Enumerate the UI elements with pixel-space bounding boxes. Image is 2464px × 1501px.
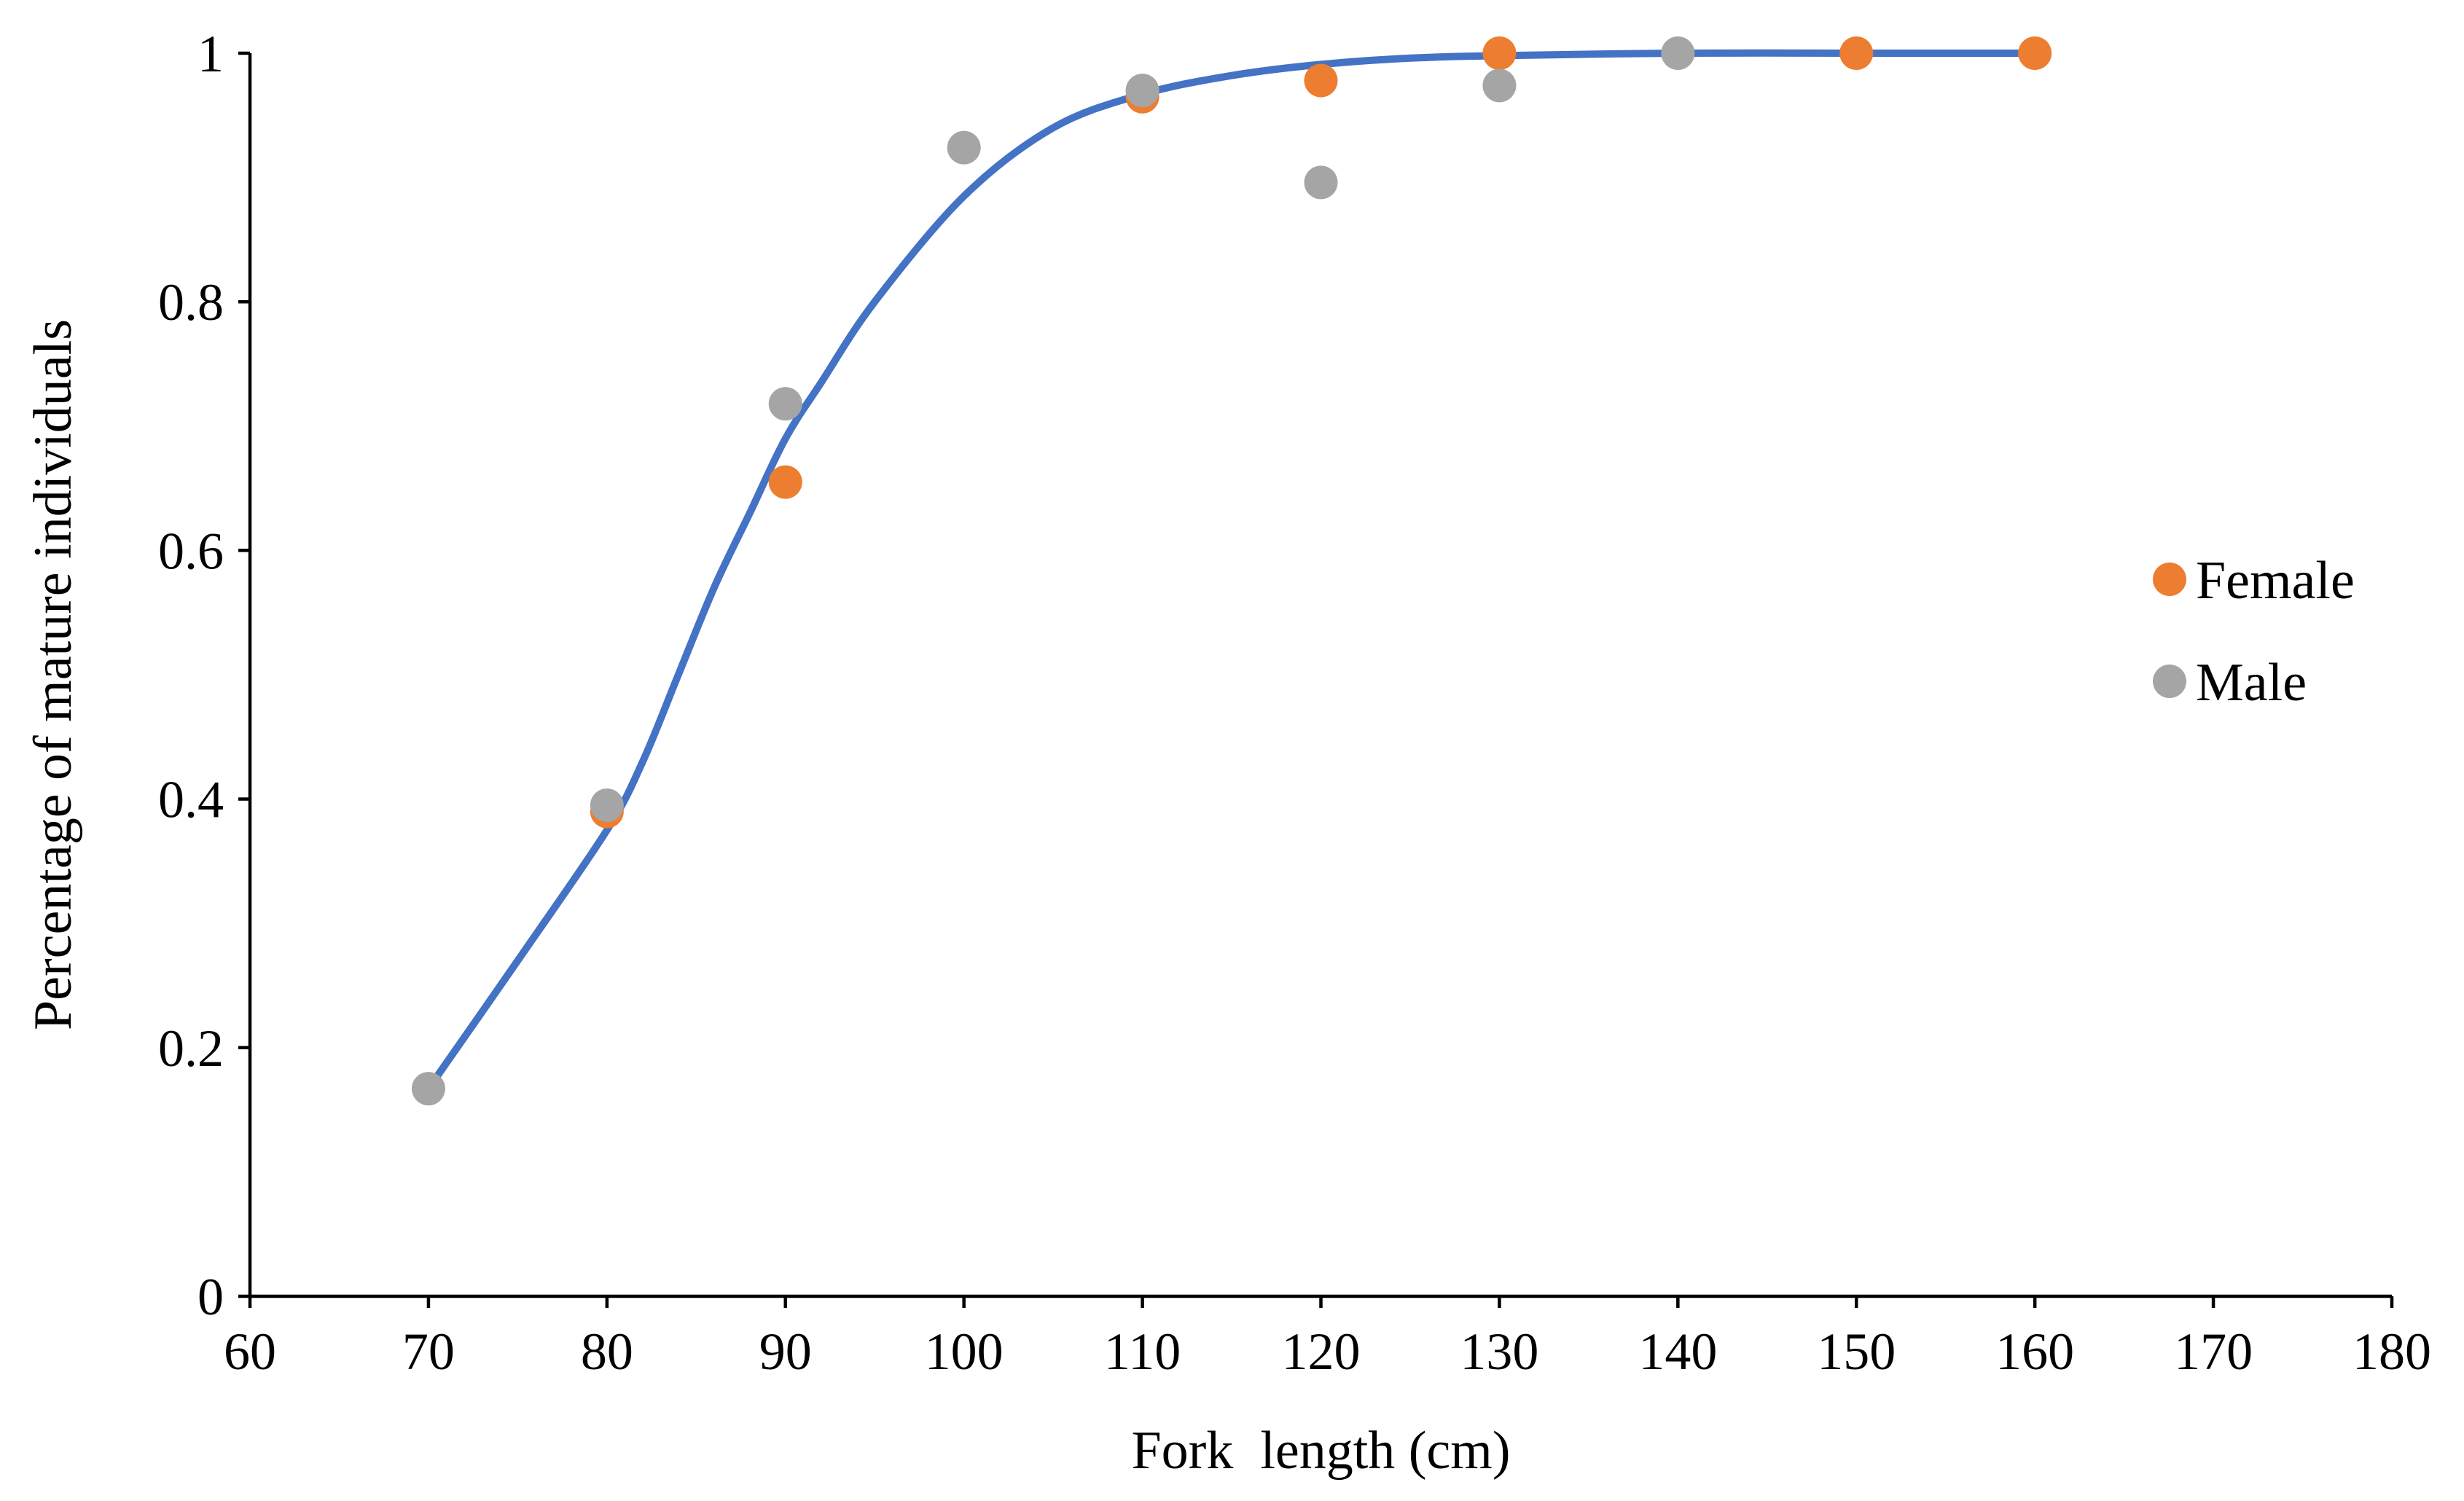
x-tick-label: 130 [1460,1322,1538,1381]
x-tick-label: 180 [2352,1322,2431,1381]
y-tick-label: 0.4 [158,771,224,829]
male-point [1125,74,1159,108]
x-tick-label: 110 [1104,1322,1181,1381]
y-tick-label: 1 [197,25,224,83]
male-point [768,387,802,421]
legend: Female Male [2153,551,2355,713]
y-axis-label: Percentage of mature individuals [23,319,83,1030]
male-point [1304,165,1338,200]
male-point [1661,36,1695,70]
data-points [411,36,2052,1106]
y-tick-label: 0.6 [158,522,224,580]
male-point [411,1072,445,1106]
x-tick-label: 100 [925,1322,1004,1381]
x-axis-label: Fork length (cm) [1132,1421,1511,1481]
x-tick-label: 120 [1282,1322,1361,1381]
female-point [768,465,802,499]
x-tick-label: 90 [759,1322,812,1381]
legend-marker-female [2153,563,2186,596]
female-point [1839,36,1874,70]
male-point [1482,68,1517,103]
y-ticks: 0 0.2 0.4 0.6 0.8 1 [158,25,250,1326]
female-point [2018,36,2052,70]
x-tick-label: 160 [1995,1322,2074,1381]
male-point [590,788,624,823]
x-tick-label: 60 [224,1322,276,1381]
male-point [947,130,981,165]
y-tick-label: 0.8 [158,273,224,332]
x-tick-label: 140 [1638,1322,1717,1381]
x-ticks: 60 70 80 90 100 110 120 130 140 150 160 170 180 [224,1296,2431,1381]
y-tick-label: 0.2 [158,1019,224,1078]
fit-curve [424,49,2039,1093]
x-tick-label: 70 [402,1322,455,1381]
legend-label-female: Female [2196,551,2355,611]
legend-label-male: Male [2196,653,2307,713]
x-tick-label: 80 [581,1322,633,1381]
y-tick-label: 0 [197,1268,224,1326]
x-tick-label: 170 [2174,1322,2253,1381]
female-point [1482,36,1517,70]
legend-marker-male [2153,665,2186,698]
x-tick-label: 150 [1817,1322,1896,1381]
female-point [1304,63,1338,98]
